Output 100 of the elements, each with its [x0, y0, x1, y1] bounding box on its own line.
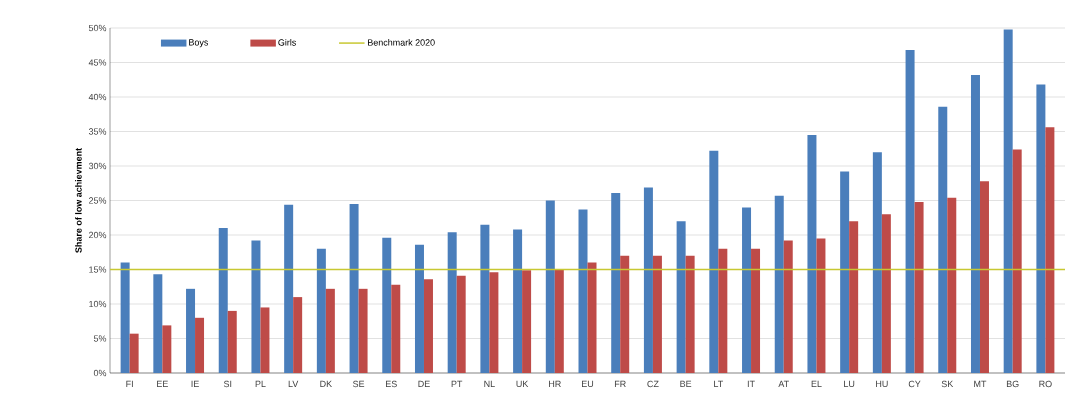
x-tick-label: DK	[320, 380, 332, 387]
bar	[153, 274, 163, 373]
x-tick-label: UK	[516, 380, 529, 388]
x-tick-label: MT	[974, 380, 987, 387]
bar	[325, 288, 335, 373]
y-tick-label: 50%	[88, 24, 107, 32]
bar	[849, 221, 859, 373]
bar	[742, 207, 752, 373]
x-tick-label: BE	[680, 380, 692, 387]
bar	[162, 325, 172, 373]
bar	[840, 171, 850, 373]
bar	[676, 221, 686, 373]
bar	[643, 187, 653, 373]
x-tick-label: LU	[844, 380, 855, 388]
x-tick-label: LT	[714, 380, 724, 387]
x-tick-label: FI	[126, 380, 133, 387]
bar	[611, 192, 621, 373]
y-tick-label: 35%	[88, 128, 107, 135]
x-tick-label: PT	[451, 380, 463, 387]
bar	[382, 237, 392, 373]
x-tick-label: PL	[255, 380, 266, 387]
y-tick-label: 0%	[93, 369, 107, 377]
bar	[751, 248, 761, 373]
legend-label: Boys	[189, 39, 209, 48]
bar	[554, 269, 564, 373]
bar	[587, 262, 597, 373]
y-tick-label: 25%	[88, 197, 107, 204]
bar	[718, 248, 728, 373]
bar	[807, 134, 817, 373]
bar	[578, 209, 588, 373]
bar	[358, 288, 368, 373]
y-tick-label: 5%	[93, 335, 107, 342]
x-tick-label: EU	[582, 380, 594, 388]
bar	[489, 272, 499, 373]
bar	[938, 106, 948, 373]
x-tick-label: FR	[614, 380, 626, 387]
bar	[709, 150, 719, 373]
y-axis-title: Share of low achievment	[75, 148, 82, 253]
x-tick-label: LV	[288, 380, 299, 387]
bar	[513, 229, 523, 373]
bar	[186, 288, 196, 373]
bar	[620, 255, 630, 373]
bar	[979, 181, 989, 373]
bar	[1045, 127, 1055, 373]
bar	[774, 195, 784, 373]
bar	[816, 238, 826, 373]
x-tick-label: AT	[778, 380, 789, 387]
x-tick-label: RO	[1039, 380, 1052, 388]
bar	[1012, 149, 1022, 373]
legend-label: Girls	[278, 39, 296, 46]
x-tick-label: EE	[157, 380, 168, 387]
bar	[545, 200, 555, 373]
bar	[783, 240, 793, 373]
bar	[120, 262, 130, 373]
bar	[970, 74, 980, 373]
x-tick-label: ES	[386, 380, 397, 388]
bar	[414, 244, 424, 373]
x-tick-label: IT	[747, 380, 755, 387]
y-tick-label: 15%	[89, 266, 107, 273]
bar	[251, 240, 261, 373]
bar	[522, 270, 532, 373]
bar	[947, 197, 957, 373]
bar	[391, 284, 401, 373]
x-tick-label: SE	[352, 380, 365, 388]
bar	[447, 232, 457, 373]
bar	[218, 228, 228, 373]
bar	[905, 50, 915, 373]
x-tick-label: CZ	[647, 380, 659, 388]
legend-label: Benchmark 2020	[368, 39, 435, 46]
bar	[423, 279, 433, 373]
y-tick-label: 20%	[88, 231, 107, 239]
bar	[480, 224, 490, 373]
bar	[316, 248, 326, 373]
bar	[293, 297, 303, 373]
y-tick-label: 10%	[89, 300, 107, 308]
x-tick-label: EL	[811, 380, 822, 387]
x-tick-label: IE	[191, 380, 199, 387]
bar	[129, 333, 139, 373]
y-tick-label: 30%	[88, 162, 107, 170]
x-tick-label: HR	[549, 380, 561, 387]
x-tick-label: SI	[223, 380, 232, 388]
bar	[652, 255, 662, 373]
bar	[456, 275, 466, 373]
bar	[349, 203, 359, 373]
x-tick-label: BG	[1006, 380, 1019, 388]
bar	[1036, 84, 1046, 373]
bar	[227, 310, 237, 373]
bar	[685, 255, 695, 373]
bar	[914, 201, 924, 373]
x-tick-label: CY	[908, 380, 921, 388]
bar	[872, 152, 882, 373]
bar	[195, 317, 205, 373]
y-tick-label: 40%	[88, 93, 107, 101]
x-tick-label: DE	[418, 380, 430, 387]
bar	[284, 204, 294, 373]
x-tick-label: SK	[941, 380, 954, 388]
x-tick-label: NL	[484, 380, 495, 387]
bar	[260, 307, 270, 373]
y-tick-label: 45%	[88, 59, 107, 66]
bar	[881, 214, 891, 373]
